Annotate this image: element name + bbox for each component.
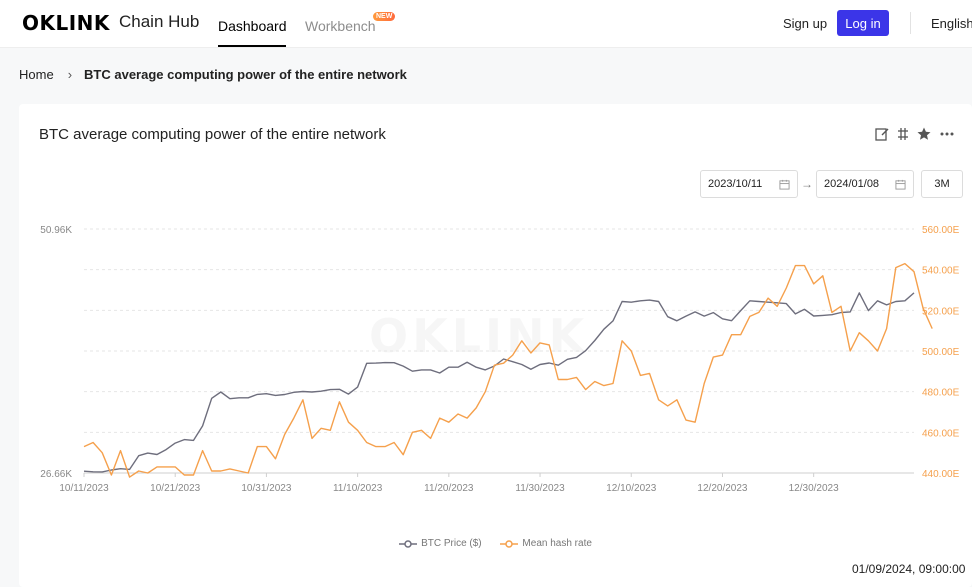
date-range-arrow-icon: → xyxy=(801,177,813,191)
language-selector[interactable]: English xyxy=(931,16,972,31)
breadcrumb-chevron-icon: › xyxy=(67,67,73,82)
y-left-tick-label: 50.96K xyxy=(40,225,72,236)
y-right-tick-label: 520.00E xyxy=(922,306,960,317)
breadcrumb-current: BTC average computing power of the entir… xyxy=(84,67,407,82)
y-right-tick-label: 560.00E xyxy=(922,225,960,236)
legend-hash-rate[interactable]: Mean hash rate xyxy=(500,538,592,549)
range-3m-button[interactable]: 3M xyxy=(921,170,963,198)
y-right-tick-label: 500.00E xyxy=(922,347,960,358)
x-tick-label: 11/20/2023 xyxy=(424,483,474,494)
breadcrumb: Home › BTC average computing power of the … xyxy=(19,67,407,82)
legend-btc-label: BTC Price ($) xyxy=(421,538,482,549)
logo-wordmark: OKLINK xyxy=(22,11,110,35)
x-tick-label: 10/21/2023 xyxy=(150,483,200,494)
y-left-tick-label: 26.66K xyxy=(40,469,72,480)
x-tick-label: 12/20/2023 xyxy=(697,483,747,494)
logo-subtitle: Chain Hub xyxy=(119,12,200,31)
settings-icon[interactable] xyxy=(895,126,911,142)
more-icon[interactable] xyxy=(939,126,955,142)
date-to-value: 2024/01/08 xyxy=(824,178,880,190)
chart-card: BTC average computing power of the entir… xyxy=(19,104,972,587)
x-tick-label: 10/11/2023 xyxy=(59,483,109,494)
chart-timestamp: 01/09/2024, 09:00:00 xyxy=(852,562,966,576)
legend-hash-label: Mean hash rate xyxy=(522,538,592,549)
header-divider xyxy=(910,12,911,34)
calendar-icon xyxy=(895,179,906,190)
calendar-icon xyxy=(779,179,790,190)
y-right-tick-label: 480.00E xyxy=(922,388,960,399)
signup-link[interactable]: Sign up xyxy=(783,16,828,31)
date-to-picker[interactable]: 2024/01/08 xyxy=(816,170,914,198)
chart-legend: BTC Price ($) Mean hash rate xyxy=(19,538,972,551)
login-button[interactable]: Log in xyxy=(837,10,889,36)
x-tick-label: 11/30/2023 xyxy=(515,483,565,494)
legend-btc-marker-icon xyxy=(399,539,418,548)
star-icon[interactable] xyxy=(916,126,932,142)
legend-hash-marker-icon xyxy=(500,539,519,548)
y-right-tick-label: 540.00E xyxy=(922,266,960,277)
y-right-tick-label: 440.00E xyxy=(922,469,960,480)
chart-title: BTC average computing power of the entir… xyxy=(39,126,386,143)
top-header: OKLINK Chain Hub Dashboard Workbench NEW… xyxy=(0,0,972,48)
y-right-tick-label: 460.00E xyxy=(922,428,960,439)
nav-dashboard[interactable]: Dashboard xyxy=(218,18,287,34)
new-badge: NEW xyxy=(373,12,396,21)
date-from-value: 2023/10/11 xyxy=(708,178,763,190)
x-tick-label: 12/30/2023 xyxy=(789,483,839,494)
btc-price-series-line xyxy=(83,292,915,473)
x-tick-label: 10/31/2023 xyxy=(241,483,291,494)
breadcrumb-home[interactable]: Home xyxy=(19,67,54,82)
hash-rate-series-line xyxy=(83,262,933,478)
nav-active-underline xyxy=(218,45,286,47)
edit-icon[interactable] xyxy=(874,126,890,142)
x-tick-label: 11/10/2023 xyxy=(333,483,383,494)
legend-btc-price[interactable]: BTC Price ($) xyxy=(399,538,482,549)
date-from-picker[interactable]: 2023/10/11 xyxy=(700,170,798,198)
line-chart: 440.00E 460.00E 480.00E 500.00E 520.00E 540.0… xyxy=(40,225,960,494)
nav-workbench[interactable]: Workbench xyxy=(305,18,376,34)
x-tick-label: 12/10/2023 xyxy=(606,483,656,494)
